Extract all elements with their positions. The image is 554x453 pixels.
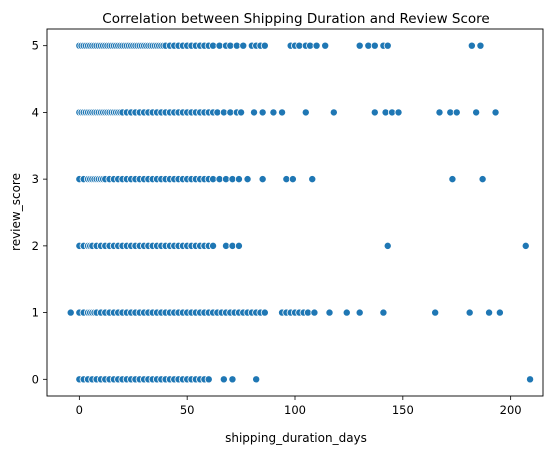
y-tick-label: 2 [32, 239, 39, 253]
data-point [278, 108, 287, 117]
data-point [321, 41, 330, 50]
x-tick-label: 200 [500, 403, 522, 417]
data-point [485, 308, 494, 317]
data-point [472, 108, 481, 117]
data-point [260, 41, 269, 50]
x-tick-label: 0 [76, 403, 83, 417]
data-point [491, 108, 500, 117]
data-point [526, 375, 535, 384]
chart-title: Correlation between Shipping Duration an… [102, 11, 489, 27]
x-axis: 0 50 100 150 200 [76, 396, 522, 417]
y-tick-label: 4 [32, 105, 39, 119]
data-point [355, 308, 364, 317]
data-point [342, 308, 351, 317]
data-point [370, 108, 379, 117]
data-point [243, 175, 252, 184]
data-point [435, 108, 444, 117]
plot-area [66, 41, 535, 384]
x-tick-label: 150 [392, 403, 414, 417]
data-point [325, 308, 334, 317]
data-point [465, 308, 474, 317]
data-point [478, 175, 487, 184]
x-axis-label: shipping_duration_days [225, 431, 367, 445]
data-point [269, 108, 278, 117]
data-point [258, 175, 267, 184]
data-point [431, 308, 440, 317]
data-point [383, 41, 392, 50]
y-tick-label: 1 [32, 306, 39, 320]
data-point [370, 41, 379, 50]
data-point [234, 241, 243, 250]
y-tick-label: 5 [32, 39, 39, 53]
data-point [452, 108, 461, 117]
data-point [66, 308, 75, 317]
data-point [250, 108, 259, 117]
data-point [260, 308, 269, 317]
data-point [312, 41, 321, 50]
data-point [448, 175, 457, 184]
data-point [329, 108, 338, 117]
data-point [467, 41, 476, 50]
data-point [228, 375, 237, 384]
data-point [383, 241, 392, 250]
x-tick-label: 100 [284, 403, 306, 417]
data-point [204, 375, 213, 384]
data-point [219, 375, 228, 384]
data-point [379, 308, 388, 317]
data-point [209, 241, 218, 250]
y-tick-label: 0 [32, 372, 39, 386]
data-point [237, 108, 246, 117]
axes-frame [46, 28, 544, 397]
data-point [258, 108, 267, 117]
y-tick-label: 3 [32, 172, 39, 186]
data-point [355, 41, 364, 50]
data-point [301, 108, 310, 117]
x-tick-label: 50 [180, 403, 195, 417]
y-axis: 0 1 2 3 4 5 [32, 39, 47, 386]
data-point [308, 175, 317, 184]
data-point [252, 375, 261, 384]
data-point [239, 41, 248, 50]
data-point [476, 41, 485, 50]
data-point [288, 175, 297, 184]
data-point [495, 308, 504, 317]
data-point [234, 175, 243, 184]
y-axis-label: review_score [9, 173, 23, 251]
data-point [394, 108, 403, 117]
data-point [521, 241, 530, 250]
data-point [310, 308, 319, 317]
